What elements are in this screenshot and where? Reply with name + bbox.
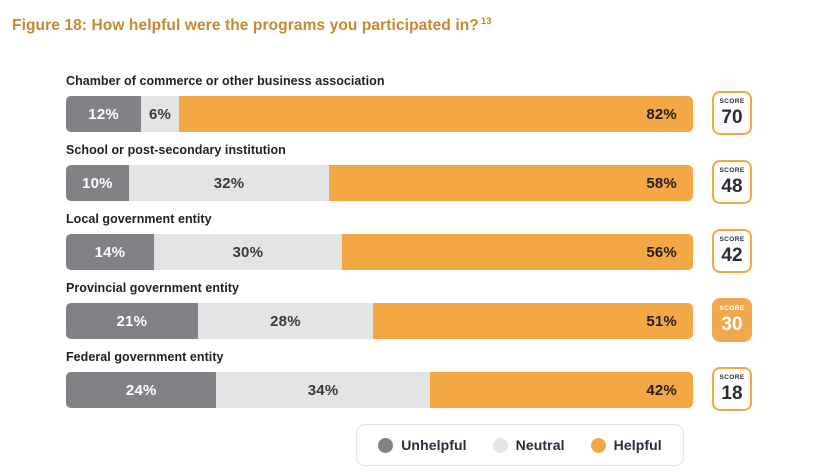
bar-group: School or post-secondary institution 10% 3… — [0, 139, 816, 208]
footnote-marker: 13 — [480, 16, 492, 27]
stacked-bar: 21% 28% 51% — [66, 303, 693, 339]
bar-segment-value: 30% — [232, 243, 264, 261]
legend-label: Unhelpful — [401, 437, 467, 453]
bar-segment-helpful: 56% — [341, 234, 693, 270]
score-caption: SCORE — [719, 167, 745, 175]
score-caption: SCORE — [719, 236, 745, 244]
bar-group: Federal government entity 24% 34% 42% SCORE 1… — [0, 346, 816, 415]
score-badge: SCORE 70 — [712, 91, 752, 135]
bar-group: Local government entity 14% 30% 56% SCORE 42 — [0, 208, 816, 277]
bar-group: Provincial government entity 21% 28% 51% SCO… — [0, 277, 816, 346]
legend-item: Unhelpful — [378, 437, 467, 453]
bar-segment-value: 6% — [148, 105, 172, 123]
category-label: Provincial government entity — [66, 281, 239, 295]
score-value: 48 — [721, 175, 743, 197]
bar-segment-value: 58% — [646, 174, 677, 192]
bar-segment-value: 51% — [646, 312, 677, 330]
bar-segment-unhelpful: 10% — [66, 165, 129, 201]
circle-icon — [378, 437, 394, 453]
bar-segment-value: 34% — [307, 381, 339, 399]
category-label: Chamber of commerce or other business as… — [66, 74, 385, 88]
score-caption: SCORE — [719, 98, 745, 106]
legend-item: Helpful — [590, 437, 662, 453]
score-value: 42 — [721, 244, 743, 266]
score-badge: SCORE 30 — [712, 298, 752, 342]
bar-group: Chamber of commerce or other business as… — [0, 70, 816, 139]
bar-segment-value: 42% — [646, 381, 677, 399]
bar-segment-value: 21% — [116, 312, 148, 330]
score-badge: SCORE 48 — [712, 160, 752, 204]
score-value: 30 — [721, 313, 743, 335]
bar-segment-helpful: 42% — [429, 372, 693, 408]
stacked-bar: 12% 6% 82% — [66, 96, 693, 132]
category-label: School or post-secondary institution — [66, 143, 286, 157]
legend-label: Helpful — [613, 437, 662, 453]
bar-segment-helpful: 58% — [329, 165, 693, 201]
bar-segment-neutral: 6% — [141, 96, 179, 132]
score-value: 70 — [721, 106, 743, 128]
page-title: Figure 18: How helpful were the programs… — [12, 16, 492, 35]
bar-segment-unhelpful: 14% — [66, 234, 154, 270]
bar-segment-value: 14% — [94, 243, 126, 261]
stacked-bar-chart: Chamber of commerce or other business as… — [0, 70, 816, 415]
score-badge: SCORE 42 — [712, 229, 752, 273]
score-caption: SCORE — [719, 374, 745, 382]
bar-segment-neutral: 32% — [128, 165, 330, 201]
legend-label: Neutral — [515, 437, 565, 453]
bar-segment-value: 10% — [82, 174, 113, 192]
legend-item: Neutral — [492, 437, 565, 453]
stacked-bar: 10% 32% 58% — [66, 165, 693, 201]
stacked-bar: 14% 30% 56% — [66, 234, 693, 270]
bar-segment-unhelpful: 21% — [66, 303, 198, 339]
bar-segment-value: 12% — [88, 105, 119, 123]
bar-segment-helpful: 51% — [373, 303, 693, 339]
chart-legend: Unhelpful Neutral Helpful — [356, 424, 684, 466]
bar-segment-neutral: 34% — [216, 372, 430, 408]
bar-segment-value: 56% — [646, 243, 677, 261]
bar-segment-value: 32% — [213, 174, 245, 192]
bar-segment-helpful: 82% — [178, 96, 693, 132]
bar-segment-unhelpful: 12% — [66, 96, 142, 132]
bar-segment-neutral: 30% — [153, 234, 342, 270]
bar-segment-value: 82% — [646, 105, 677, 123]
circle-icon — [492, 437, 508, 453]
figure-title-text: Figure 18: How helpful were the programs… — [12, 17, 479, 35]
bar-segment-value: 24% — [125, 381, 157, 399]
stacked-bar: 24% 34% 42% — [66, 372, 693, 408]
bar-segment-unhelpful: 24% — [66, 372, 217, 408]
category-label: Local government entity — [66, 212, 212, 226]
score-badge: SCORE 18 — [712, 367, 752, 411]
category-label: Federal government entity — [66, 350, 224, 364]
score-value: 18 — [721, 382, 743, 404]
bar-segment-neutral: 28% — [197, 303, 374, 339]
circle-icon — [590, 437, 606, 453]
bar-segment-value: 28% — [270, 312, 301, 330]
score-caption: SCORE — [719, 305, 745, 313]
